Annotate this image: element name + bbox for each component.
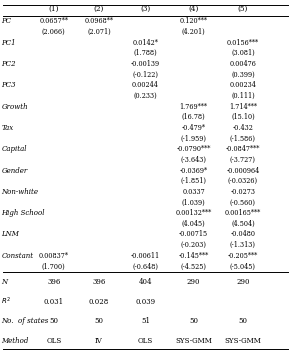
Text: (-0.0326): (-0.0326) bbox=[228, 177, 258, 185]
Text: 1.714***: 1.714*** bbox=[229, 102, 257, 110]
Text: 51: 51 bbox=[141, 317, 150, 325]
Text: (1): (1) bbox=[49, 5, 59, 13]
Text: (-1.586): (-1.586) bbox=[230, 134, 256, 143]
Text: (3.081): (3.081) bbox=[231, 49, 255, 57]
Text: (-4.525): (-4.525) bbox=[180, 263, 207, 270]
Text: (5): (5) bbox=[238, 5, 248, 13]
Text: 290: 290 bbox=[187, 278, 200, 286]
Text: (-5.045): (-5.045) bbox=[230, 263, 256, 270]
Text: 0.00165***: 0.00165*** bbox=[225, 209, 261, 217]
Text: -0.000964: -0.000964 bbox=[226, 167, 260, 174]
Text: 50: 50 bbox=[49, 317, 58, 325]
Text: (4.045): (4.045) bbox=[182, 220, 205, 228]
Text: (4.201): (4.201) bbox=[182, 28, 205, 36]
Text: IV: IV bbox=[95, 337, 103, 345]
Text: 0.120***: 0.120*** bbox=[180, 17, 207, 25]
Text: -0.205***: -0.205*** bbox=[228, 252, 258, 260]
Text: (1.039): (1.039) bbox=[182, 198, 205, 207]
Text: (-1.313): (-1.313) bbox=[230, 241, 256, 249]
Text: Growth: Growth bbox=[1, 102, 28, 110]
Text: 396: 396 bbox=[47, 278, 61, 286]
Text: -0.00139: -0.00139 bbox=[131, 60, 160, 68]
Text: (2.071): (2.071) bbox=[87, 28, 111, 36]
Text: 0.00132***: 0.00132*** bbox=[175, 209, 212, 217]
Text: High School: High School bbox=[1, 209, 45, 217]
Text: PC3: PC3 bbox=[1, 81, 16, 89]
Text: Capital: Capital bbox=[1, 145, 27, 153]
Text: PC1: PC1 bbox=[1, 38, 16, 47]
Text: (2): (2) bbox=[94, 5, 104, 13]
Text: 0.00837*: 0.00837* bbox=[39, 252, 69, 260]
Text: PC: PC bbox=[1, 17, 12, 25]
Text: (4.504): (4.504) bbox=[231, 220, 255, 228]
Text: -0.479*: -0.479* bbox=[182, 124, 205, 132]
Text: 0.0968**: 0.0968** bbox=[84, 17, 113, 25]
Text: 0.031: 0.031 bbox=[44, 298, 64, 306]
Text: Gender: Gender bbox=[1, 167, 28, 174]
Text: (4): (4) bbox=[188, 5, 199, 13]
Text: -0.0369*: -0.0369* bbox=[180, 167, 207, 174]
Text: -0.0480: -0.0480 bbox=[230, 231, 255, 239]
Text: LNM: LNM bbox=[1, 231, 19, 239]
Text: -0.0273: -0.0273 bbox=[230, 188, 255, 196]
Text: Constant: Constant bbox=[1, 252, 33, 260]
Text: Method: Method bbox=[1, 337, 29, 345]
Text: (-1.851): (-1.851) bbox=[180, 177, 207, 185]
Text: 0.0142*: 0.0142* bbox=[133, 38, 158, 47]
Text: (1.700): (1.700) bbox=[42, 263, 66, 270]
Text: -0.00715: -0.00715 bbox=[179, 231, 208, 239]
Text: (1.788): (1.788) bbox=[134, 49, 157, 57]
Text: -0.00611: -0.00611 bbox=[131, 252, 160, 260]
Text: 0.0657**: 0.0657** bbox=[39, 17, 68, 25]
Text: -0.0847***: -0.0847*** bbox=[226, 145, 260, 153]
Text: (0.233): (0.233) bbox=[134, 92, 157, 100]
Text: (-3.727): (-3.727) bbox=[230, 156, 256, 164]
Text: PC2: PC2 bbox=[1, 60, 16, 68]
Text: 50: 50 bbox=[189, 317, 198, 325]
Text: -0.0790***: -0.0790*** bbox=[176, 145, 211, 153]
Text: (-0.560): (-0.560) bbox=[230, 198, 256, 207]
Text: (3): (3) bbox=[140, 5, 151, 13]
Text: 0.00476: 0.00476 bbox=[230, 60, 256, 68]
Text: (0.399): (0.399) bbox=[231, 71, 255, 78]
Text: OLS: OLS bbox=[138, 337, 153, 345]
Text: (2.066): (2.066) bbox=[42, 28, 66, 36]
Text: 404: 404 bbox=[139, 278, 152, 286]
Text: OLS: OLS bbox=[46, 337, 61, 345]
Text: (16.78): (16.78) bbox=[182, 113, 205, 121]
Text: 0.00244: 0.00244 bbox=[132, 81, 159, 89]
Text: 50: 50 bbox=[239, 317, 247, 325]
Text: 0.0337: 0.0337 bbox=[182, 188, 205, 196]
Text: (-3.643): (-3.643) bbox=[180, 156, 207, 164]
Text: 0.028: 0.028 bbox=[89, 298, 109, 306]
Text: 0.00234: 0.00234 bbox=[230, 81, 256, 89]
Text: (15.10): (15.10) bbox=[231, 113, 255, 121]
Text: Tax: Tax bbox=[1, 124, 14, 132]
Text: 396: 396 bbox=[92, 278, 106, 286]
Text: 290: 290 bbox=[236, 278, 250, 286]
Text: (-0.648): (-0.648) bbox=[132, 263, 159, 270]
Text: Non-white: Non-white bbox=[1, 188, 38, 196]
Text: $R^2$: $R^2$ bbox=[1, 296, 11, 307]
Text: SYS-GMM: SYS-GMM bbox=[175, 337, 212, 345]
Text: (-0.122): (-0.122) bbox=[132, 71, 159, 78]
Text: -0.145***: -0.145*** bbox=[178, 252, 209, 260]
Text: (0.111): (0.111) bbox=[231, 92, 255, 100]
Text: 0.039: 0.039 bbox=[135, 298, 156, 306]
Text: SYS-GMM: SYS-GMM bbox=[225, 337, 261, 345]
Text: 1.769***: 1.769*** bbox=[180, 102, 207, 110]
Text: (-0.203): (-0.203) bbox=[180, 241, 207, 249]
Text: (-1.959): (-1.959) bbox=[180, 134, 207, 143]
Text: 0.0156***: 0.0156*** bbox=[227, 38, 259, 47]
Text: 50: 50 bbox=[95, 317, 103, 325]
Text: No.  of states: No. of states bbox=[1, 317, 49, 325]
Text: -0.432: -0.432 bbox=[233, 124, 253, 132]
Text: N: N bbox=[1, 278, 8, 286]
